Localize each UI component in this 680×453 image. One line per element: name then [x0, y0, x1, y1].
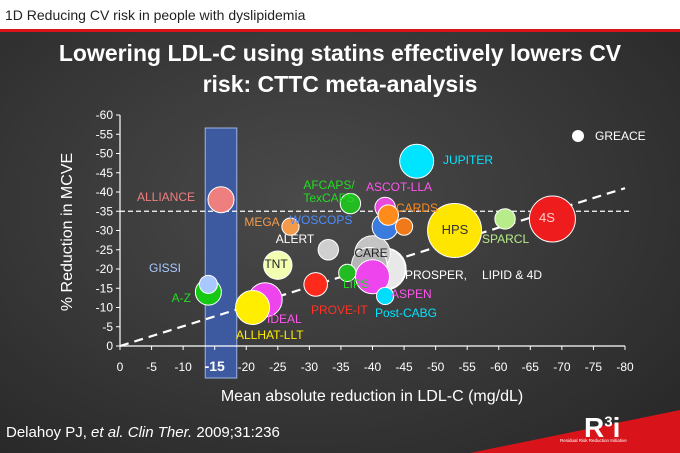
label-care: CARE	[354, 246, 387, 260]
label-alert: ALERT	[276, 232, 315, 246]
bubble-allhat-llt	[235, 290, 271, 325]
citation-rest: 2009;31:236	[192, 424, 280, 441]
bubble-gissi	[198, 274, 218, 294]
accent-rule	[0, 29, 680, 32]
slide-title: Lowering LDL-C using statins effectively…	[0, 38, 680, 100]
label-sparcl: SPARCL	[482, 232, 529, 246]
label-afcaps-texcaps-line-1: AFCAPS/	[303, 178, 355, 192]
label-hps: HPS	[442, 222, 469, 237]
y-tick-label: -15	[96, 281, 114, 295]
section-title: 1D Reducing CV risk in people with dysli…	[5, 7, 306, 23]
x-tick-label: -35	[332, 360, 350, 374]
y-tick-label: -55	[96, 127, 114, 141]
x-tick-label: -40	[364, 360, 382, 374]
label-lipid-4d: LIPID & 4D	[482, 268, 542, 282]
x-tick-label: -55	[459, 360, 477, 374]
x-tick-label: -30	[301, 360, 319, 374]
bubble-sparcl	[494, 208, 516, 230]
label-ascot-lla: ASCOT-LLA	[366, 180, 432, 194]
bubble-alert	[317, 239, 340, 261]
label-post-cabg: Post-CABG	[375, 306, 437, 320]
legend-greace-label: GREACE	[595, 129, 646, 143]
bubble-afcaps-texcaps	[339, 192, 362, 215]
logo-red-wedge	[470, 410, 680, 453]
label-afcaps-texcaps-line-2: TexCAPS	[303, 191, 354, 205]
bubble-unlabeled	[394, 217, 414, 236]
bubble-tnt	[263, 250, 293, 280]
y-tick-label: -30	[96, 224, 114, 238]
header-bar: 1D Reducing CV risk in people with dysli…	[0, 0, 680, 32]
y-tick-label: 0	[106, 339, 113, 353]
x-tick-label: -10	[174, 360, 192, 374]
x-tick-label: -20	[238, 360, 256, 374]
logo-sup: 3	[604, 413, 613, 431]
y-tick-label: -50	[96, 147, 114, 161]
label-gissi: GISSI	[149, 261, 181, 275]
label-prosper: PROSPER,	[405, 268, 467, 282]
bubble-aspen	[355, 259, 390, 295]
x-tick-label: -25	[269, 360, 287, 374]
bubble-prove-it	[303, 272, 328, 297]
y-tick-label: -20	[96, 262, 114, 276]
y-axis-label: % Reduction in MCVE	[59, 153, 76, 311]
highlight-band	[204, 127, 238, 379]
label-4s: 4S	[539, 210, 555, 225]
label-allhat-llt: ALLHAT-LLT	[236, 328, 304, 342]
y-tick-label: -35	[96, 204, 114, 218]
y-tick-label: -45	[96, 166, 114, 180]
bubble-mega	[281, 217, 300, 236]
citation-journal: Clin Ther.	[127, 424, 193, 441]
bubble-alliance	[207, 186, 235, 214]
citation-author: Delahoy PJ,	[6, 424, 92, 441]
logo-suffix: i	[612, 412, 621, 443]
x-tick-label: -5	[146, 360, 157, 374]
label-alliance: ALLIANCE	[137, 190, 195, 204]
label-woscops: WOSCOPS	[290, 213, 353, 227]
y-tick-label: -5	[102, 320, 113, 334]
label-ideal: IDEAL	[267, 312, 302, 326]
slide-title-line-2: risk: CTTC meta-analysis	[202, 71, 478, 97]
bubble-cards	[377, 204, 399, 226]
x-tick-label: -15	[205, 358, 225, 374]
y-tick-label: -40	[96, 185, 114, 199]
bubble-lips	[338, 263, 357, 282]
bubble-jupiter	[399, 143, 435, 179]
bubble-hps	[427, 203, 483, 258]
label-lips: LIPS	[343, 277, 369, 291]
x-tick-label: -80	[616, 360, 634, 374]
y-tick-label: -60	[96, 108, 114, 122]
x-tick-label: -45	[395, 360, 413, 374]
label-jupiter: JUPITER	[443, 153, 493, 167]
legend-greace-marker	[572, 130, 584, 142]
y-tick-label: -10	[96, 301, 114, 315]
bubble-post-cabg	[376, 286, 395, 306]
x-axis-label: Mean absolute reduction in LDL-C (mg/dL)	[221, 388, 523, 405]
label-cards: CARDS	[396, 201, 438, 215]
bubble-4s	[528, 195, 576, 243]
x-tick-label: -75	[585, 360, 603, 374]
x-tick-label: -70	[553, 360, 571, 374]
slide-title-line-1: Lowering LDL-C using statins effectively…	[58, 40, 622, 66]
x-tick-label: 0	[117, 360, 124, 374]
x-tick-label: -65	[522, 360, 540, 374]
label-mega: MEGA	[244, 215, 279, 229]
x-tick-label: -60	[490, 360, 508, 374]
r3i-logo: R3i	[584, 412, 620, 444]
y-tick-label: -25	[96, 243, 114, 257]
label-a-z: A-Z	[172, 291, 191, 305]
citation-etal: et al.	[91, 424, 124, 441]
label-tnt: TNT	[264, 257, 288, 271]
logo-letter: R	[584, 412, 605, 443]
x-tick-label: -50	[427, 360, 445, 374]
label-prove-it: PROVE-IT	[311, 303, 368, 317]
label-aspen: ASPEN	[391, 287, 432, 301]
logo-tagline: Residual Risk Reduction Initiative	[560, 438, 627, 443]
citation: Delahoy PJ, et al. Clin Ther. 2009;31:23…	[6, 424, 280, 441]
